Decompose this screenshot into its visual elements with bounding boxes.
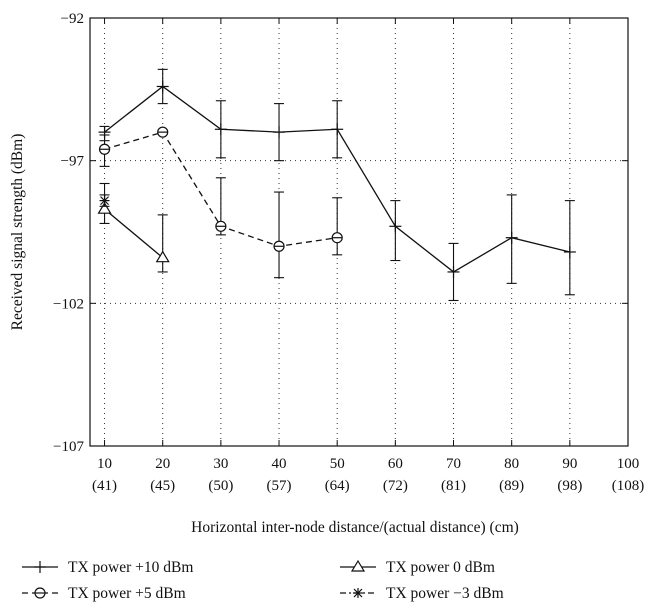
y-tick-label: −102 — [53, 296, 84, 312]
legend-item: TX power +5 dBm — [22, 585, 186, 602]
x-tick-sublabel: (81) — [441, 478, 466, 494]
x-tick-sublabel: (108) — [612, 478, 645, 494]
data-point-marker-triangle — [350, 559, 366, 572]
error-bar — [274, 191, 285, 279]
y-tick-label: −92 — [61, 11, 84, 27]
x-tick-sublabel: (50) — [208, 478, 233, 494]
x-tick-label: 40 — [272, 456, 287, 472]
x-tick-sublabel: (57) — [267, 478, 292, 494]
legend-item: TX power +10 dBm — [22, 559, 193, 576]
data-point-marker-star — [99, 195, 110, 206]
legend-label: TX power −3 dBm — [386, 585, 504, 602]
data-point-marker-plus — [505, 231, 518, 244]
data-point-marker-plus — [563, 245, 576, 258]
error-bar — [332, 197, 343, 256]
x-tick-label: 50 — [330, 456, 345, 472]
x-tick-sublabel: (72) — [383, 478, 408, 494]
x-tick-label: 20 — [155, 456, 170, 472]
legend-label: TX power 0 dBm — [386, 559, 495, 576]
x-tick-sublabel: (98) — [557, 478, 582, 494]
data-point-marker-plus — [273, 126, 286, 139]
plot-frame — [89, 17, 629, 447]
x-tick-sublabel: (41) — [92, 478, 117, 494]
legend-item: TX power −3 dBm — [340, 585, 504, 602]
series-1 — [98, 68, 576, 302]
legend-label: TX power +5 dBm — [68, 585, 186, 602]
x-axis-label: Horizontal inter-node distance/(actual d… — [191, 519, 519, 536]
data-point-marker-plus — [331, 123, 344, 136]
x-tick-label: 30 — [213, 456, 228, 472]
data-point-marker-circle — [215, 220, 227, 232]
series-3 — [97, 194, 170, 273]
x-tick-label: 80 — [504, 456, 519, 472]
data-point-marker-triangle — [97, 202, 112, 214]
series-line — [104, 208, 164, 259]
data-point-marker-star — [353, 588, 363, 598]
legend-item: TX power 0 dBm — [340, 559, 495, 576]
data-point-marker-plus — [34, 561, 46, 573]
legend: TX power +10 dBm TX power 0 dBm TX power +… — [22, 559, 504, 602]
series-4 — [99, 182, 110, 207]
data-point-marker-plus — [447, 265, 460, 278]
data-point-marker-circle — [331, 232, 343, 244]
legend-label: TX power +10 dBm — [68, 559, 193, 576]
data-point-marker-circle — [34, 587, 46, 599]
x-tick-label: 70 — [446, 456, 461, 472]
error-bar — [157, 214, 168, 273]
y-axis-label: Received signal strength (dBm) — [9, 134, 26, 331]
data-point-marker-plus — [214, 123, 227, 136]
data-point-marker-circle — [157, 126, 169, 138]
data-point-marker-plus — [156, 80, 169, 93]
data-point-marker-circle — [273, 240, 285, 252]
x-tick-label: 90 — [562, 456, 577, 472]
x-tick-label: 10 — [97, 456, 112, 472]
data-point-marker-circle — [98, 143, 111, 155]
x-tick-label: 60 — [388, 456, 403, 472]
plot-area — [90, 18, 628, 446]
data-point-marker-plus — [389, 220, 402, 233]
x-tick-sublabel: (64) — [325, 478, 350, 494]
x-tick-label: 100 — [617, 456, 640, 472]
data-point-marker-triangle — [155, 250, 170, 263]
y-tick-label: −97 — [61, 154, 85, 170]
x-tick-sublabel: (45) — [150, 478, 175, 494]
axis-ticks: 10 (41) 20 (45) 30 (50) 40 (57) 50 (64) 60 (72) 70 (8… — [53, 11, 644, 494]
x-tick-sublabel: (89) — [499, 478, 524, 494]
series-group — [97, 68, 576, 302]
series-2 — [98, 126, 343, 279]
y-tick-label: −107 — [53, 439, 84, 455]
